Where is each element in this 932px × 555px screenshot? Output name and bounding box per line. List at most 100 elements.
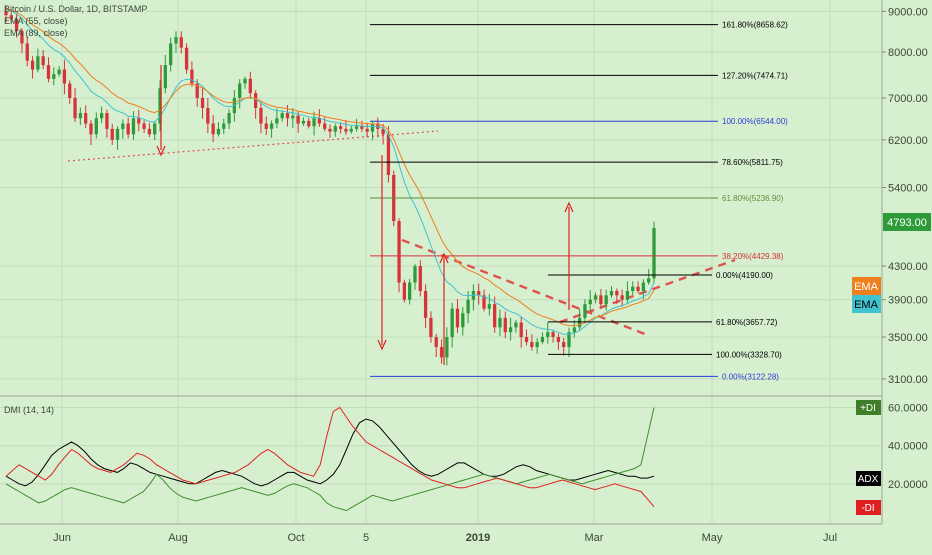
dmi-tick-label: 60.0000 <box>888 403 928 415</box>
symbol-title: Bitcoin / U.S. Dollar, 1D, BITSTAMP <box>4 4 147 14</box>
candle <box>216 122 221 137</box>
candle <box>477 283 481 305</box>
candle <box>429 311 433 343</box>
candle <box>211 115 215 142</box>
fib-level: 61.80%(3657.72) <box>548 318 778 327</box>
candle <box>307 118 311 129</box>
fib-level: 78.60%(5811.75) <box>370 158 783 167</box>
candle <box>30 56 35 79</box>
candle <box>137 109 141 132</box>
candle <box>296 111 300 133</box>
fib-level: 0.00%(4190.00) <box>548 271 773 280</box>
candle <box>365 122 369 138</box>
time-tick-label: 2019 <box>466 532 490 544</box>
price-tick-label: 8000.00 <box>888 47 928 59</box>
ema-slow-line <box>5 8 655 327</box>
candle <box>445 327 449 366</box>
candle <box>450 302 454 348</box>
candle <box>169 37 173 72</box>
price-tick-label: 3500.00 <box>888 332 928 344</box>
plus-di-line <box>5 407 655 512</box>
measured-move-arrows <box>156 65 574 365</box>
candle <box>41 49 45 70</box>
candle <box>4 5 8 23</box>
candle <box>9 12 13 24</box>
price-tick-label: 5400.00 <box>888 182 928 194</box>
dmi-lines <box>5 406 655 512</box>
fib-levels: 161.80%(8658.62) 127.20%(7474.71) 100.00%(… <box>370 21 788 381</box>
adx-badge: ADX <box>856 471 881 486</box>
candle <box>408 278 412 305</box>
candle <box>190 61 194 87</box>
candle <box>184 43 189 74</box>
ema-fast-badge: EMA <box>852 295 881 313</box>
candle <box>291 107 295 128</box>
candle <box>89 120 93 146</box>
candle <box>52 67 56 86</box>
candle <box>604 289 608 311</box>
candle <box>131 111 136 140</box>
dmi-axis: 60.0000 40.0000 20.0000 <box>888 403 928 491</box>
candle <box>439 339 444 364</box>
candle <box>94 112 98 139</box>
time-tick-label: 5 <box>363 532 369 544</box>
price-tick-label: 3900.00 <box>888 295 928 307</box>
candles <box>4 5 656 366</box>
fib-level: 61.80%(5236.90) <box>370 194 784 203</box>
arrow-down-aug <box>156 65 166 157</box>
fib-level: 127.20%(7474.71) <box>370 71 788 80</box>
ema-fast-badge-label: EMA <box>854 299 879 311</box>
candle <box>530 334 534 351</box>
candle <box>413 263 417 290</box>
candle <box>73 87 77 122</box>
fib-level-label: 100.00%(6544.00) <box>722 117 788 126</box>
candle <box>466 290 470 324</box>
candle <box>636 281 640 294</box>
candle <box>99 106 104 124</box>
price-axis: 9000.00 8000.00 7000.00 6200.00 5400.00 4300.… <box>882 6 928 386</box>
grid <box>0 0 882 524</box>
adx-line <box>5 418 655 487</box>
candle <box>556 333 561 350</box>
candle <box>253 90 258 119</box>
arrow-up-feb <box>564 201 574 310</box>
plus-di-badge-label: +DI <box>860 403 876 414</box>
candle <box>609 286 614 298</box>
price-tick-label: 6200.00 <box>888 135 928 147</box>
fib-level-label: 0.00%(4190.00) <box>716 271 773 280</box>
fib-level-label: 100.00%(3328.70) <box>716 350 782 359</box>
fib-level: 161.80%(8658.62) <box>370 21 788 30</box>
candle <box>349 125 353 134</box>
ema-fast-line <box>5 8 655 335</box>
dmi-tick-label: 20.0000 <box>888 479 928 491</box>
minus-di-line <box>5 406 655 508</box>
candle <box>174 31 178 53</box>
fib-level-label: 38.20%(4429.38) <box>722 252 784 261</box>
candle <box>248 71 252 100</box>
time-tick-label: Aug <box>168 532 188 544</box>
candle <box>84 105 88 129</box>
candle <box>397 218 401 293</box>
candle <box>514 320 518 333</box>
candle <box>206 98 210 134</box>
candle <box>418 260 422 297</box>
candle <box>498 309 502 337</box>
candle <box>482 289 486 312</box>
minus-di-badge: -DI <box>856 500 881 515</box>
candle <box>546 321 550 344</box>
candle <box>328 124 332 138</box>
arrow-down-nov <box>377 155 387 351</box>
ascending-trendline <box>559 258 736 324</box>
dmi-legend: DMI (14, 14) <box>4 405 54 415</box>
candle <box>562 337 566 356</box>
candle <box>455 299 460 334</box>
ema-slow-badge-label: EMA <box>854 281 879 293</box>
ema-lines <box>5 8 655 335</box>
candle <box>551 329 555 343</box>
fib-level-label: 61.80%(5236.90) <box>722 194 784 203</box>
candle <box>583 299 587 324</box>
candle <box>25 36 29 67</box>
candle <box>36 48 40 73</box>
candle <box>57 66 61 77</box>
